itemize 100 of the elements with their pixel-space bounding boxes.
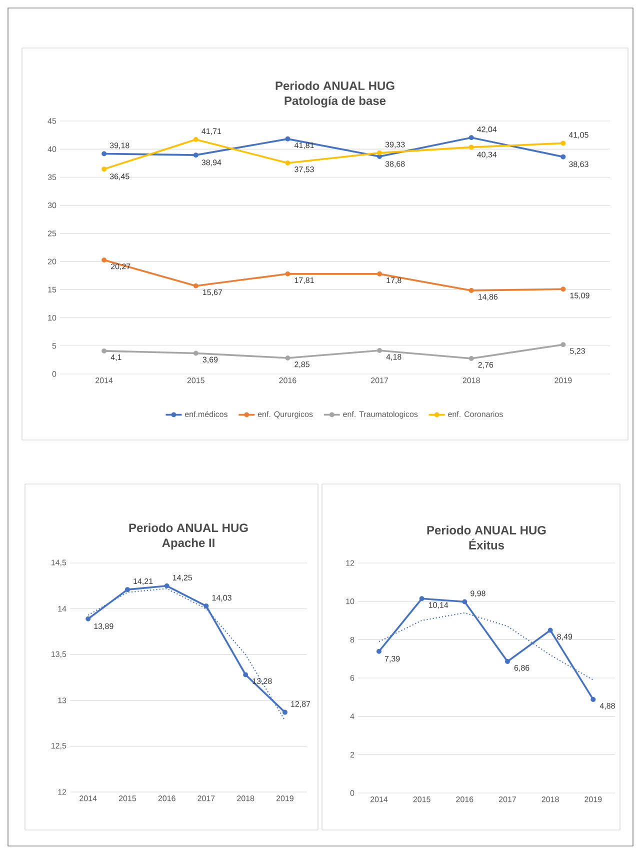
point — [560, 154, 566, 160]
x-tick-label: 2015 — [187, 378, 204, 384]
data-label: 38,94 — [202, 160, 222, 166]
point — [243, 672, 248, 678]
point — [285, 136, 290, 142]
data-label: 41,05 — [568, 132, 588, 139]
data-label: 14,21 — [134, 578, 153, 586]
data-label: 10,14 — [428, 602, 448, 609]
data-label: 42,04 — [477, 126, 497, 134]
y-tick-label: 13,5 — [52, 651, 66, 658]
x-tick-label: 2016 — [158, 796, 176, 802]
data-label: 41,81 — [294, 142, 314, 150]
x-tick-label: 2014 — [96, 378, 113, 384]
y-tick-label: 0 — [350, 790, 354, 796]
point — [419, 596, 424, 602]
y-tick-label: 5 — [52, 343, 56, 349]
point — [285, 271, 290, 276]
data-label: 17,8 — [386, 277, 402, 284]
y-tick-label: 20 — [48, 258, 56, 264]
point — [560, 342, 566, 348]
data-label: 14,86 — [478, 294, 498, 301]
x-tick-label: 2019 — [584, 796, 602, 802]
data-label: 4,1 — [110, 354, 122, 361]
point — [548, 628, 553, 633]
y-tick-label: 12,5 — [52, 742, 66, 750]
y-tick-label: 40 — [48, 146, 56, 152]
chart-title: Periodo ANUAL HUG — [427, 526, 546, 534]
point — [285, 355, 290, 360]
data-label: 38,63 — [569, 161, 588, 168]
data-label: 5,23 — [570, 348, 585, 355]
legend-label: enf. Coronarios — [448, 411, 503, 418]
point — [102, 166, 107, 172]
data-label: 13,89 — [94, 623, 114, 630]
data-label: 41,71 — [202, 128, 222, 135]
data-label: 2,76 — [478, 362, 494, 369]
point — [285, 160, 290, 166]
y-tick-label: 10 — [346, 598, 354, 604]
data-label: 4,18 — [386, 354, 402, 361]
point — [376, 648, 382, 654]
data-label: 39,33 — [385, 142, 405, 148]
data-label: 7,39 — [384, 656, 400, 662]
point — [468, 135, 474, 140]
y-tick-label: 12 — [58, 789, 66, 795]
point — [193, 152, 198, 158]
data-label: 37,53 — [294, 166, 314, 174]
y-tick-label: 2 — [350, 752, 354, 758]
point — [377, 154, 382, 160]
point — [282, 710, 288, 715]
point — [560, 140, 566, 146]
data-label: 4,88 — [600, 703, 615, 710]
x-tick-label: 2019 — [554, 378, 572, 384]
point — [124, 587, 130, 592]
point — [377, 348, 382, 353]
chart-subtitle: Patología de base — [284, 96, 386, 108]
y-tick-label: 6 — [350, 675, 354, 681]
x-tick-label: 2014 — [80, 796, 97, 802]
chart-title: Periodo ANUAL HUG — [129, 523, 248, 532]
x-tick-label: 2017 — [198, 796, 215, 802]
point — [468, 288, 474, 293]
point — [193, 283, 198, 288]
data-label: 36,45 — [110, 174, 130, 180]
y-tick-label: 15 — [48, 286, 56, 292]
x-tick-label: 2018 — [542, 796, 559, 802]
legend-label: enf.médicos — [184, 411, 228, 418]
point — [193, 350, 198, 356]
point — [462, 599, 468, 604]
y-tick-label: 14 — [58, 606, 66, 612]
y-tick-label: 8 — [350, 636, 354, 642]
point — [560, 286, 566, 292]
point — [102, 258, 107, 263]
y-tick-label: 0 — [52, 371, 56, 377]
data-label: 3,69 — [202, 356, 218, 364]
data-label: 39,18 — [110, 142, 130, 150]
x-tick-label: 2017 — [371, 378, 388, 384]
y-tick-label: 45 — [48, 118, 56, 124]
y-tick-label: 4 — [350, 714, 354, 720]
data-label: 12,87 — [291, 701, 310, 708]
y-tick-label: 12 — [346, 560, 354, 566]
x-tick-label: 2017 — [499, 796, 516, 802]
point — [86, 616, 91, 622]
x-tick-label: 2015 — [413, 796, 430, 802]
point — [193, 136, 198, 142]
y-tick-label: 10 — [48, 314, 56, 321]
chart-subtitle: Éxitus — [469, 538, 504, 550]
data-label: 17,81 — [294, 277, 314, 284]
point — [468, 356, 474, 361]
y-tick-label: 30 — [48, 202, 56, 208]
chart-subtitle: Apache II — [162, 538, 214, 550]
x-tick-label: 2015 — [118, 796, 136, 802]
x-tick-label: 2019 — [276, 796, 294, 802]
x-tick-label: 2018 — [462, 378, 480, 384]
point — [102, 151, 107, 156]
y-tick-label: 35 — [48, 174, 56, 180]
point — [164, 583, 170, 588]
data-label: 9,98 — [470, 590, 486, 598]
point — [102, 348, 107, 354]
point — [204, 604, 209, 609]
data-label: 2,85 — [294, 362, 310, 368]
point — [468, 144, 474, 150]
point — [504, 659, 510, 664]
